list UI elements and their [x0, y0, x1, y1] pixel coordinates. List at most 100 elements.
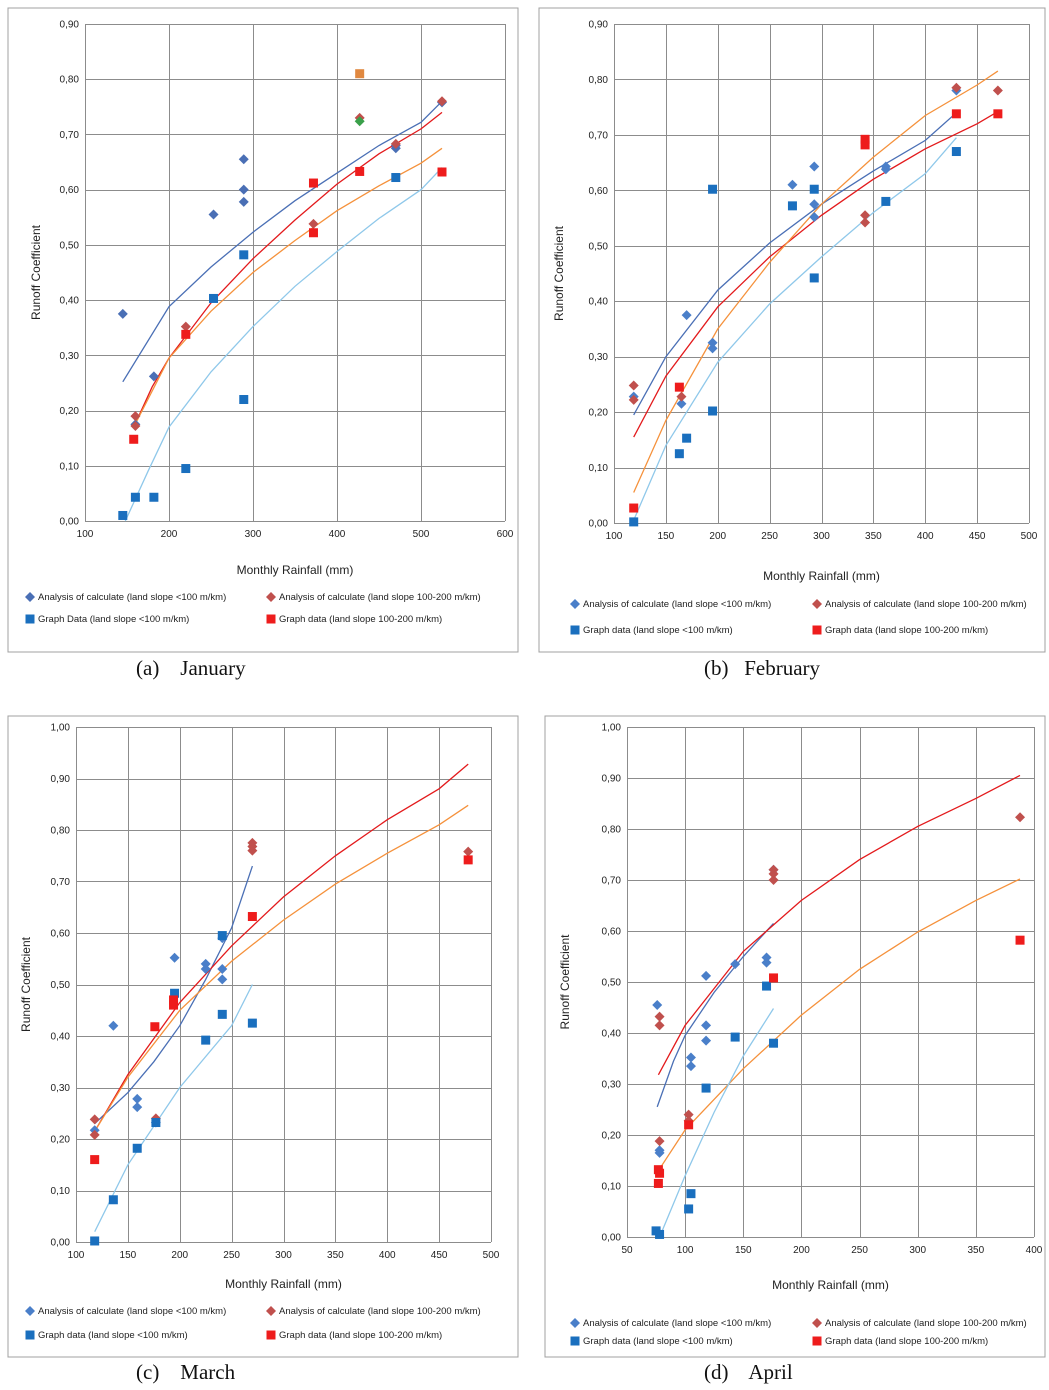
x-tick-label: 400 — [329, 529, 346, 540]
x-tick-label: 200 — [171, 1250, 188, 1261]
x-tick-label: 150 — [658, 531, 675, 542]
trendline — [659, 1008, 775, 1238]
x-tick-label: 150 — [735, 1245, 752, 1256]
x-tick-label: 450 — [431, 1250, 448, 1261]
data-point — [463, 846, 474, 857]
data-point — [686, 1189, 696, 1199]
data-point — [117, 308, 128, 319]
legend-marker — [812, 1318, 822, 1328]
x-tick-label: 100 — [677, 1245, 694, 1256]
x-tick-label: 300 — [909, 1245, 926, 1256]
data-point — [130, 411, 141, 422]
data-point — [685, 1061, 696, 1072]
chart-panel-march: 100 150 200 250 300 350 400 450 500 0,00 0,10 0,20 0… — [0, 708, 525, 1390]
y-tick-label: 0,20 — [589, 408, 609, 419]
data-point — [652, 999, 663, 1010]
x-tick-label: 150 — [120, 1250, 137, 1261]
caption-january: (a) January — [136, 656, 246, 680]
y-tick-label: 0,90 — [60, 20, 80, 31]
legend-marker — [25, 1306, 35, 1316]
x-tick-label: 350 — [327, 1250, 344, 1261]
data-point — [769, 1038, 779, 1048]
data-point — [217, 964, 228, 975]
y-tick-label: 0,90 — [589, 20, 609, 31]
data-point — [787, 179, 798, 190]
data-point — [708, 406, 718, 416]
legend-label: Analysis of calculate (land slope <100 m… — [583, 1318, 771, 1329]
data-point — [684, 1204, 694, 1214]
data-point — [653, 1178, 663, 1188]
data-point — [390, 138, 401, 149]
data-point — [654, 1020, 665, 1031]
legend-marker — [266, 614, 276, 624]
data-point — [200, 964, 211, 975]
x-tick-label: 350 — [968, 1245, 985, 1256]
y-tick-label: 0,30 — [602, 1080, 622, 1091]
x-tick-label: 250 — [761, 531, 778, 542]
legend-marker — [570, 1336, 580, 1346]
legend-marker — [812, 1336, 822, 1346]
y-tick-label: 0,20 — [51, 1135, 71, 1146]
data-point — [129, 434, 139, 444]
data-point — [654, 1136, 665, 1147]
data-point — [89, 1129, 100, 1140]
data-point — [685, 1052, 696, 1063]
legend-marker — [25, 1330, 35, 1340]
y-tick-label: 0,70 — [60, 130, 80, 141]
y-tick-label: 0,50 — [60, 240, 80, 251]
x-tick-label: 250 — [223, 1250, 240, 1261]
chart-panel-april: 50 100 150 200 250 300 350 400 0,00 0,10 0,20 0,30 0… — [535, 708, 1049, 1390]
data-point — [993, 109, 1003, 119]
y-tick-label: 0,20 — [60, 406, 80, 417]
data-point — [108, 1020, 119, 1031]
data-point — [769, 973, 779, 983]
y-tick-label: 0,30 — [60, 351, 80, 362]
data-point — [654, 1011, 665, 1022]
data-point — [768, 875, 779, 885]
y-tick-label: 0,10 — [589, 463, 609, 474]
legend-marker — [266, 1306, 276, 1316]
legend-label: Graph data (land slope 100-200 m/km) — [825, 625, 988, 636]
y-tick-label: 0,00 — [51, 1238, 71, 1249]
data-point — [239, 250, 249, 260]
legend-label: Graph data (land slope 100-200 m/km) — [279, 614, 442, 625]
data-point — [308, 178, 318, 188]
y-tick-label: 0,40 — [60, 296, 80, 307]
data-point — [860, 140, 870, 150]
y-axis-label: Runoff Coefficient — [29, 224, 43, 320]
legend-marker — [570, 625, 580, 635]
x-tick-label: 450 — [969, 531, 986, 542]
legend-marker — [570, 1318, 580, 1328]
data-point — [881, 196, 891, 206]
data-point — [1015, 935, 1025, 945]
x-axis-label: Monthly Rainfall (mm) — [763, 569, 880, 583]
data-point — [217, 931, 227, 941]
x-tick-label: 100 — [606, 531, 623, 542]
legend-label: Analysis of calculate (land slope 100-20… — [825, 599, 1027, 610]
x-tick-label: 500 — [483, 1250, 500, 1261]
legend-label: Graph data (land slope 100-200 m/km) — [279, 1330, 442, 1341]
data-point — [247, 912, 257, 922]
data-point — [201, 1035, 211, 1045]
y-tick-label: 0,50 — [51, 980, 71, 991]
trendline — [94, 804, 469, 1132]
data-point — [169, 952, 180, 963]
data-point — [951, 147, 961, 157]
y-tick-label: 0,60 — [51, 929, 71, 940]
data-point — [701, 970, 712, 981]
legend-label: Analysis of calculate (land slope <100 m… — [38, 592, 226, 603]
data-point — [682, 433, 692, 443]
data-point — [787, 201, 797, 211]
y-tick-label: 0,90 — [602, 774, 622, 785]
data-point — [708, 184, 718, 194]
data-point — [463, 855, 473, 865]
trendline — [133, 147, 443, 428]
y-tick-label: 0,00 — [60, 517, 80, 528]
y-tick-label: 0,10 — [60, 461, 80, 472]
legend-label: Graph data (land slope <100 m/km) — [583, 625, 733, 636]
data-point — [701, 1083, 711, 1093]
data-point — [951, 109, 961, 119]
data-point — [809, 199, 820, 210]
x-axis-label: Monthly Rainfall (mm) — [772, 1278, 889, 1292]
x-tick-label: 100 — [77, 529, 94, 540]
